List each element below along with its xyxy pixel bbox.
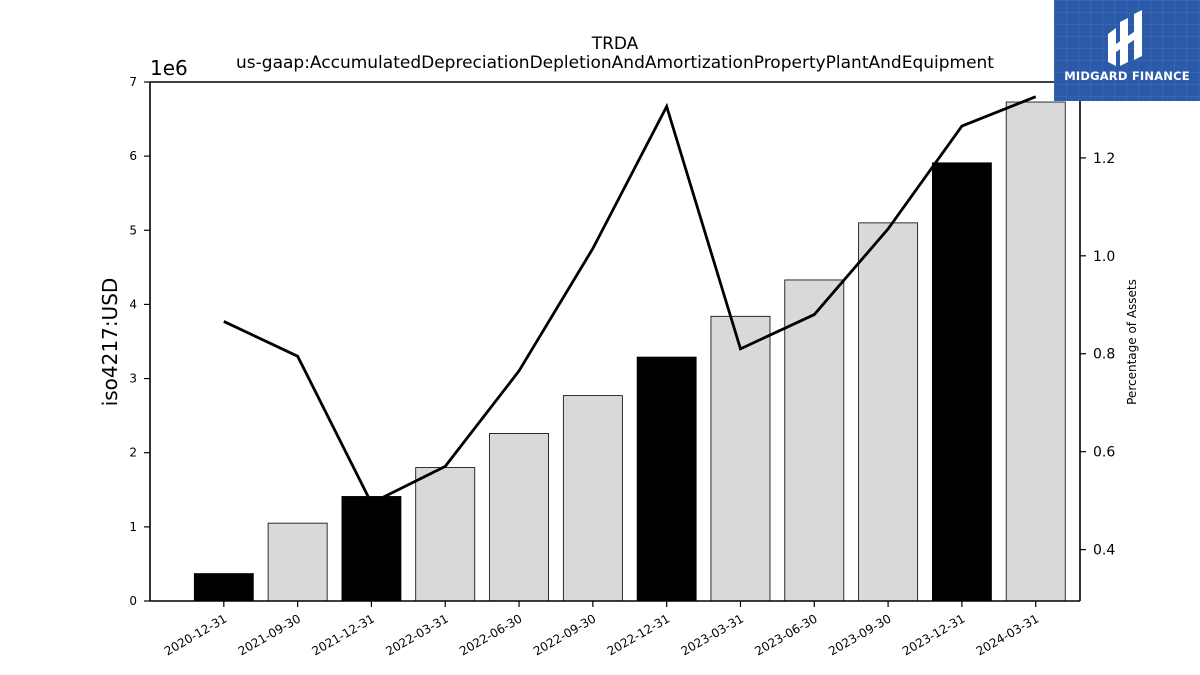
chart-subtitle: us-gaap:AccumulatedDepreciationDepletion… [236,53,994,73]
y2-tick-label: 0.6 [1093,445,1115,461]
x-tick-label: 2023-09-30 [826,611,893,658]
bar-2022-03-31 [415,467,476,602]
y2-tick-label: 0.8 [1093,347,1115,363]
bar-series [193,101,1066,602]
y-tick-label: 1 [129,520,137,534]
x-tick-label: 2020-12-31 [162,611,229,658]
y-tick-label: 7 [129,75,137,89]
y2-tick-label: 0.4 [1093,543,1115,559]
y-tick-label: 6 [129,149,137,163]
brand-logo: MIDGARD FINANCE [1054,0,1200,101]
logo-brand-text: MIDGARD FINANCE [1064,69,1190,83]
y2-tick-label: 1.2 [1093,151,1115,167]
y-tick-label: 3 [129,372,137,386]
x-tick-label: 2024-03-31 [974,611,1041,658]
bar-2021-09-30 [267,522,328,602]
bar-2022-12-31 [636,356,697,602]
bar-2024-03-31 [1005,101,1066,602]
x-tick-label: 2023-06-30 [752,611,819,658]
bar-2021-12-31 [341,496,402,602]
percentage-line-series [223,95,1037,505]
y-tick-label: 0 [129,594,137,608]
midgard-logo-icon [1108,10,1142,66]
chart-title: TRDA [591,34,639,54]
bar-2023-12-31 [931,162,992,602]
percentage-line [223,95,1037,505]
bar-2023-09-30 [858,222,919,602]
y-tick-label: 5 [129,223,137,237]
x-tick-label: 2022-09-30 [531,611,598,658]
y2-axis-label: Percentage of Assets [1125,279,1139,405]
y-tick-label: 4 [129,297,137,311]
y-axis-label: iso4217:USD [98,278,122,407]
bar-2022-09-30 [562,395,623,602]
x-tick-label: 2022-06-30 [457,611,524,658]
x-tick-label: 2023-12-31 [900,611,967,658]
bar-2022-06-30 [489,433,549,602]
y-tick-label: 2 [129,446,137,460]
x-tick-label: 2022-03-31 [383,611,450,658]
bar-2020-12-31 [193,573,254,602]
x-tick-label: 2021-12-31 [310,611,377,658]
y2-tick-label: 1.0 [1093,249,1115,265]
bar-2023-03-31 [710,315,771,602]
x-tick-label: 2023-03-31 [679,611,746,658]
x-tick-label: 2022-12-31 [605,611,672,658]
bar-2023-06-30 [784,279,845,602]
y-axis-offset-label: 1e6 [150,56,188,80]
x-tick-label: 2021-09-30 [236,611,303,658]
